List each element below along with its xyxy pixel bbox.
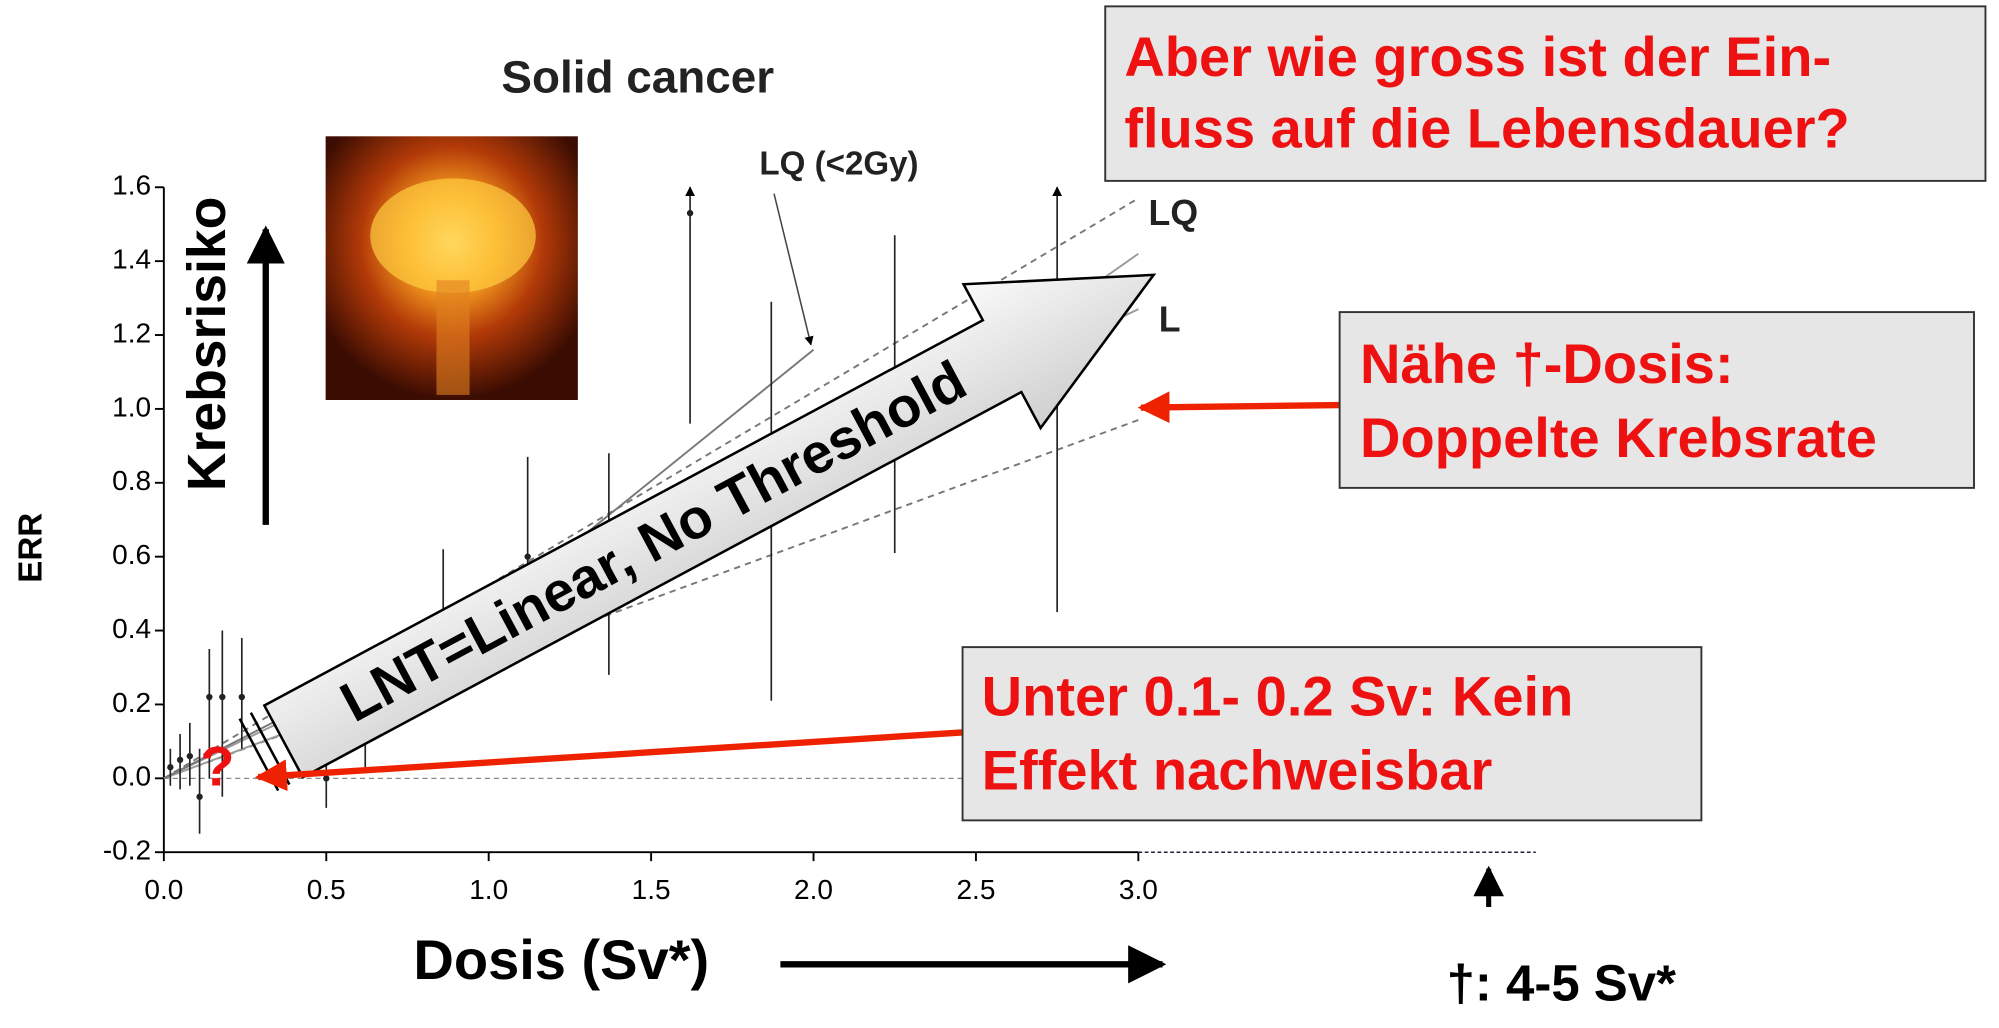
- below-text: Effekt nachweisbar: [982, 738, 1493, 801]
- lethal-label: †: 4-5 Sv*: [1447, 955, 1677, 1012]
- y-tick-label: -0.2: [103, 835, 151, 866]
- fit-label: LQ: [1149, 193, 1199, 233]
- x-tick-label: 0.0: [144, 874, 183, 905]
- data-point: [187, 753, 193, 759]
- lifespan-text: Aber wie gross ist der Ein-: [1124, 25, 1831, 88]
- y-tick-label: 1.6: [112, 170, 151, 201]
- y-tick-label: 1.0: [112, 391, 151, 422]
- data-point: [219, 694, 225, 700]
- fit-label: L: [1159, 299, 1181, 339]
- chart: Solid cancer Dosis (Sv*) ERR Krebsrisiko…: [0, 0, 1999, 1028]
- explosion-cloud: [370, 178, 536, 293]
- fit-label: LQ (<2Gy): [759, 145, 918, 182]
- y-axis-label: ERR: [12, 513, 49, 583]
- y-tick-label: 0.4: [112, 613, 151, 644]
- data-point: [206, 694, 212, 700]
- data-point: [687, 210, 693, 216]
- data-point: [239, 694, 245, 700]
- x-tick-label: 0.5: [307, 874, 346, 905]
- data-point: [323, 775, 329, 781]
- x-tick-label: 3.0: [1119, 874, 1158, 905]
- data-point: [177, 757, 183, 763]
- below-text: Unter 0.1- 0.2 Sv: Kein: [982, 664, 1574, 727]
- near-dose-text: Nähe †-Dosis:: [1360, 332, 1734, 395]
- near-dose-arrow: [1141, 405, 1340, 408]
- x-tick-label: 1.5: [632, 874, 671, 905]
- fit-leader: [774, 194, 811, 345]
- data-point: [524, 553, 530, 559]
- data-point: [167, 764, 173, 770]
- y-tick-label: 1.4: [112, 244, 151, 275]
- fit-line: [164, 350, 814, 779]
- near-dose-text: Doppelte Krebsrate: [1360, 406, 1877, 469]
- y-tick-label: 0.8: [112, 465, 151, 496]
- explosion-stem: [436, 280, 469, 395]
- question-mark: ?: [200, 734, 234, 797]
- x-tick-label: 2.0: [794, 874, 833, 905]
- x-tick-label: 1.0: [469, 874, 508, 905]
- lnt-label: LNT=Linear, No Threshold: [330, 348, 976, 734]
- chart-title: Solid cancer: [501, 50, 774, 102]
- risk-label: Krebsrisiko: [178, 197, 237, 491]
- y-tick-label: 0.0: [112, 761, 151, 792]
- y-tick-label: 1.2: [112, 317, 151, 348]
- y-tick-label: 0.2: [112, 687, 151, 718]
- y-tick-label: 0.6: [112, 539, 151, 570]
- x-tick-label: 2.5: [956, 874, 995, 905]
- x-axis-label: Dosis (Sv*): [413, 928, 709, 991]
- lifespan-text: fluss auf die Lebensdauer?: [1124, 96, 1849, 159]
